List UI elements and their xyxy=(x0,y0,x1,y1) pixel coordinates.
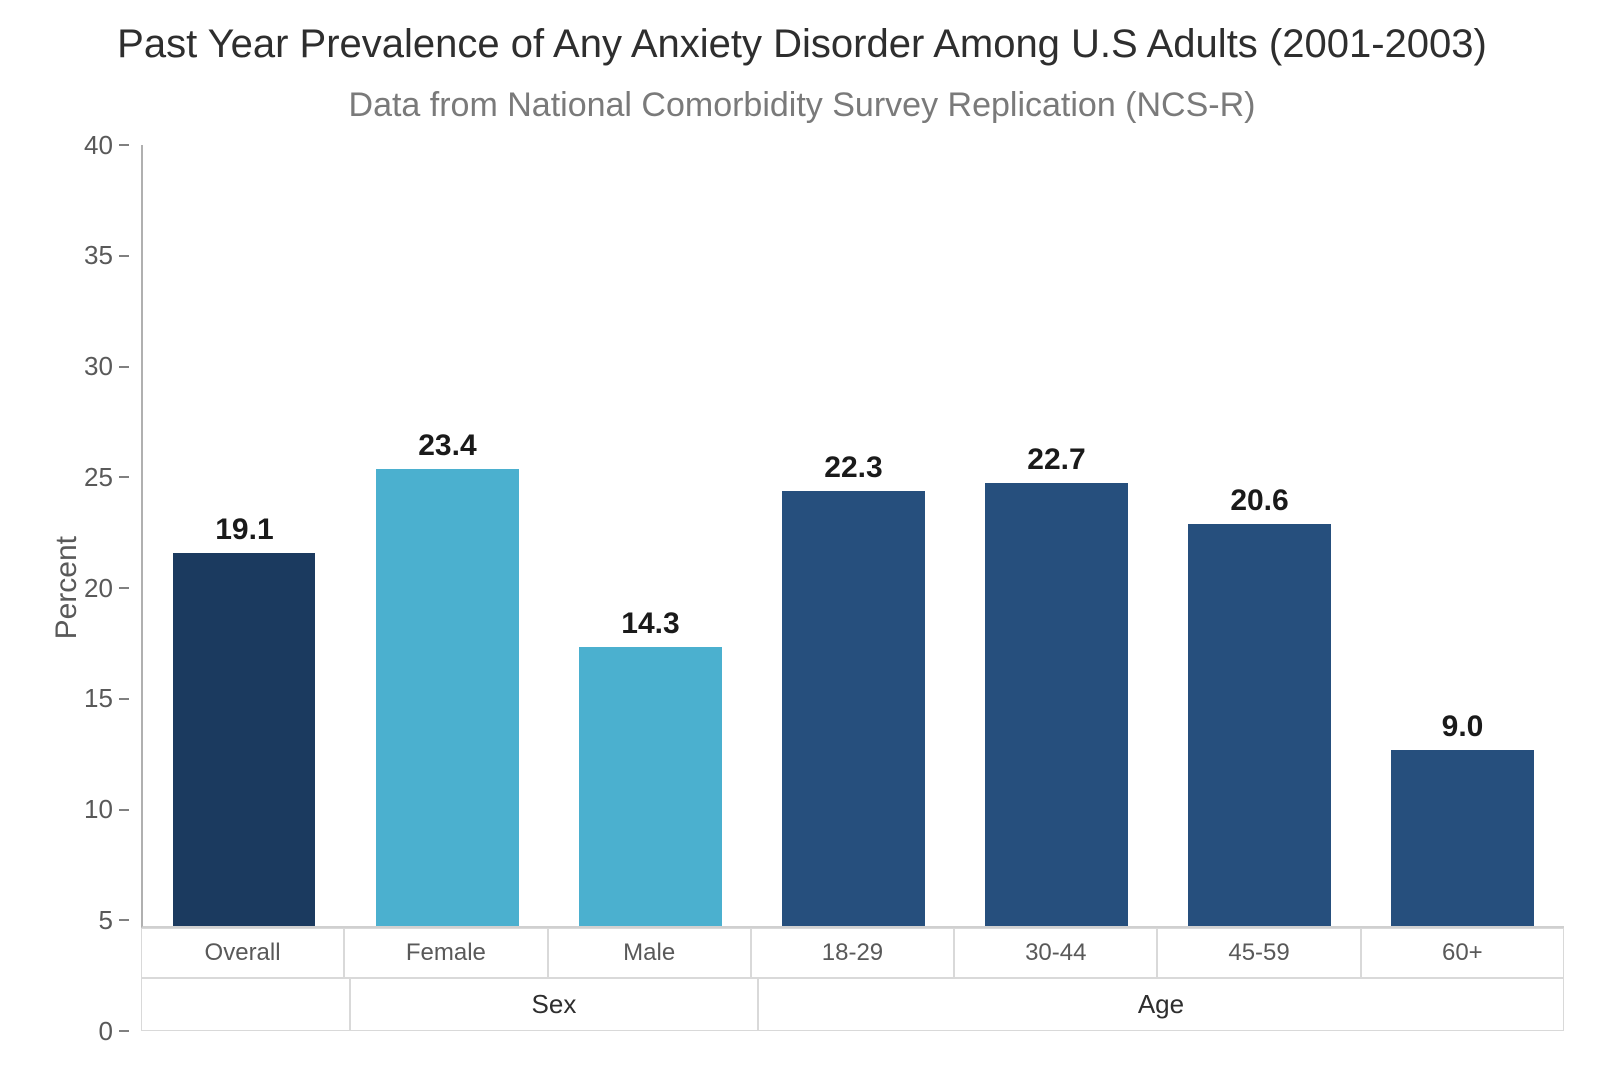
y-axis-label: Percent xyxy=(40,536,84,639)
x-category-label: 45-59 xyxy=(1157,928,1360,978)
chart-title: Past Year Prevalence of Any Anxiety Diso… xyxy=(40,20,1564,68)
bar-value-label: 14.3 xyxy=(621,607,679,641)
bar-slot: 22.3 xyxy=(752,145,955,926)
bar-slot: 20.6 xyxy=(1158,145,1361,926)
bar xyxy=(173,553,315,926)
bar-value-label: 23.4 xyxy=(418,429,476,463)
bar xyxy=(1391,750,1533,926)
bars-panel: 19.1 23.4 14.3 22.3 22.7 20.6 9.0 OverallFemal… xyxy=(141,145,1564,1031)
x-group-label xyxy=(141,978,350,1031)
bar xyxy=(985,483,1127,926)
bar-value-label: 19.1 xyxy=(215,513,273,547)
bar-value-label: 22.7 xyxy=(1027,443,1085,477)
bars-row: 19.1 23.4 14.3 22.3 22.7 20.6 9.0 xyxy=(141,145,1564,928)
bar-slot: 22.7 xyxy=(955,145,1158,926)
bar xyxy=(782,491,924,926)
x-axis-category-labels: OverallFemaleMale18-2930-4445-5960+ xyxy=(141,928,1564,978)
x-category-label: Female xyxy=(344,928,547,978)
bar xyxy=(1188,524,1330,926)
bar xyxy=(376,469,518,926)
bar-slot: 19.1 xyxy=(143,145,346,926)
x-category-label: 60+ xyxy=(1361,928,1564,978)
x-category-label: 30-44 xyxy=(954,928,1157,978)
x-category-label: Male xyxy=(548,928,751,978)
bar xyxy=(579,647,721,926)
bar-value-label: 9.0 xyxy=(1442,710,1484,744)
bar-slot: 9.0 xyxy=(1361,145,1564,926)
x-category-label: 18-29 xyxy=(751,928,954,978)
bar-value-label: 22.3 xyxy=(824,451,882,485)
bar-slot: 23.4 xyxy=(346,145,549,926)
x-category-label: Overall xyxy=(141,928,344,978)
bar-chart: Past Year Prevalence of Any Anxiety Diso… xyxy=(40,20,1564,1031)
x-axis-group-labels: SexAge xyxy=(141,978,1564,1031)
bar-value-label: 20.6 xyxy=(1230,484,1288,518)
x-group-label: Age xyxy=(758,978,1564,1031)
bar-slot: 14.3 xyxy=(549,145,752,926)
plot-area: Percent 4035302520151050 19.1 23.4 14.3 22.… xyxy=(40,145,1564,1031)
y-axis-ticks: 4035302520151050 xyxy=(84,145,141,1031)
chart-subtitle: Data from National Comorbidity Survey Re… xyxy=(40,86,1564,125)
x-group-label: Sex xyxy=(350,978,758,1031)
